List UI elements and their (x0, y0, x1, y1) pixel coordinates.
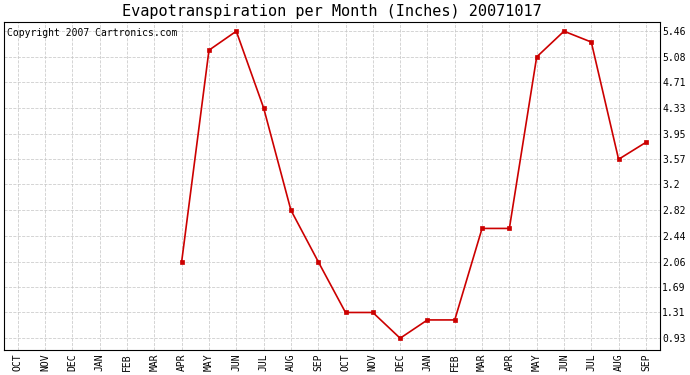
Text: Copyright 2007 Cartronics.com: Copyright 2007 Cartronics.com (8, 28, 178, 38)
Title: Evapotranspiration per Month (Inches) 20071017: Evapotranspiration per Month (Inches) 20… (122, 4, 542, 19)
